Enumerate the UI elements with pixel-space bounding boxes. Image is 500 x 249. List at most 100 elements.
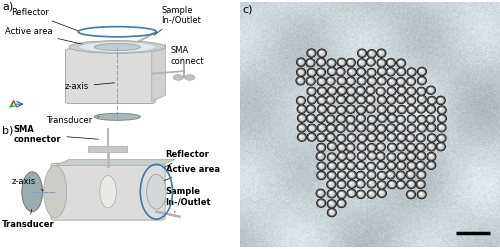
Circle shape — [389, 135, 392, 137]
Circle shape — [318, 79, 324, 84]
Circle shape — [427, 133, 437, 143]
Circle shape — [328, 201, 334, 207]
Circle shape — [358, 116, 364, 121]
Circle shape — [368, 97, 371, 100]
Circle shape — [348, 154, 351, 157]
Circle shape — [408, 79, 412, 82]
Circle shape — [316, 96, 326, 105]
Circle shape — [417, 87, 426, 95]
Circle shape — [316, 114, 326, 123]
Circle shape — [408, 88, 414, 94]
Circle shape — [408, 172, 411, 175]
Circle shape — [418, 163, 421, 166]
Circle shape — [328, 117, 331, 120]
Circle shape — [358, 192, 361, 195]
Circle shape — [337, 152, 347, 161]
FancyBboxPatch shape — [88, 146, 128, 152]
Circle shape — [308, 79, 311, 81]
Circle shape — [330, 164, 332, 166]
Circle shape — [328, 190, 336, 198]
Circle shape — [418, 117, 424, 122]
Circle shape — [320, 51, 322, 54]
Circle shape — [318, 145, 324, 150]
Circle shape — [388, 172, 394, 178]
Circle shape — [184, 75, 195, 80]
Circle shape — [426, 142, 436, 152]
Circle shape — [337, 96, 345, 104]
Circle shape — [376, 87, 386, 96]
Circle shape — [346, 58, 356, 67]
Circle shape — [338, 135, 344, 141]
Circle shape — [316, 114, 325, 122]
Circle shape — [328, 200, 336, 208]
Circle shape — [417, 76, 427, 85]
Circle shape — [326, 115, 335, 123]
Circle shape — [299, 107, 302, 110]
Circle shape — [368, 134, 374, 140]
Circle shape — [406, 190, 416, 199]
Circle shape — [356, 115, 365, 123]
Circle shape — [328, 142, 336, 150]
Circle shape — [336, 161, 346, 171]
Circle shape — [319, 135, 322, 138]
Circle shape — [298, 124, 306, 132]
Circle shape — [338, 77, 346, 85]
Circle shape — [356, 151, 366, 161]
Circle shape — [386, 59, 395, 67]
Circle shape — [418, 172, 424, 178]
Circle shape — [318, 59, 324, 65]
Circle shape — [376, 105, 387, 114]
Ellipse shape — [69, 41, 166, 53]
Circle shape — [398, 86, 406, 94]
Circle shape — [408, 192, 414, 197]
Circle shape — [386, 58, 396, 67]
Circle shape — [436, 143, 445, 151]
Circle shape — [419, 125, 425, 131]
Circle shape — [336, 105, 346, 115]
Circle shape — [308, 124, 316, 132]
Circle shape — [348, 106, 354, 112]
Circle shape — [387, 114, 397, 123]
Circle shape — [308, 107, 311, 109]
Circle shape — [410, 117, 412, 119]
Circle shape — [396, 171, 406, 180]
Circle shape — [426, 86, 435, 94]
Circle shape — [386, 67, 396, 77]
Circle shape — [337, 106, 345, 114]
Circle shape — [387, 153, 396, 161]
Circle shape — [366, 95, 374, 103]
Circle shape — [348, 117, 354, 122]
Circle shape — [346, 59, 355, 66]
Circle shape — [438, 134, 446, 142]
Circle shape — [428, 144, 434, 150]
Circle shape — [360, 61, 362, 63]
Circle shape — [418, 106, 424, 112]
Circle shape — [357, 124, 366, 132]
Circle shape — [419, 97, 425, 102]
Circle shape — [308, 70, 314, 75]
Circle shape — [348, 117, 351, 120]
Circle shape — [396, 67, 406, 76]
Circle shape — [319, 164, 322, 167]
Circle shape — [368, 87, 374, 93]
Circle shape — [330, 144, 332, 147]
Circle shape — [337, 134, 345, 142]
Circle shape — [327, 208, 337, 217]
Circle shape — [306, 114, 316, 123]
Circle shape — [367, 68, 376, 76]
Circle shape — [388, 78, 396, 86]
Circle shape — [356, 95, 366, 104]
Circle shape — [369, 173, 372, 175]
Circle shape — [399, 88, 402, 91]
Circle shape — [338, 152, 346, 160]
Circle shape — [408, 126, 414, 131]
Circle shape — [368, 144, 376, 152]
Circle shape — [388, 88, 394, 94]
Circle shape — [367, 163, 376, 171]
Circle shape — [317, 143, 326, 151]
Circle shape — [367, 76, 377, 86]
Circle shape — [306, 104, 316, 114]
Circle shape — [427, 105, 436, 113]
Circle shape — [338, 125, 344, 131]
Circle shape — [398, 182, 404, 187]
